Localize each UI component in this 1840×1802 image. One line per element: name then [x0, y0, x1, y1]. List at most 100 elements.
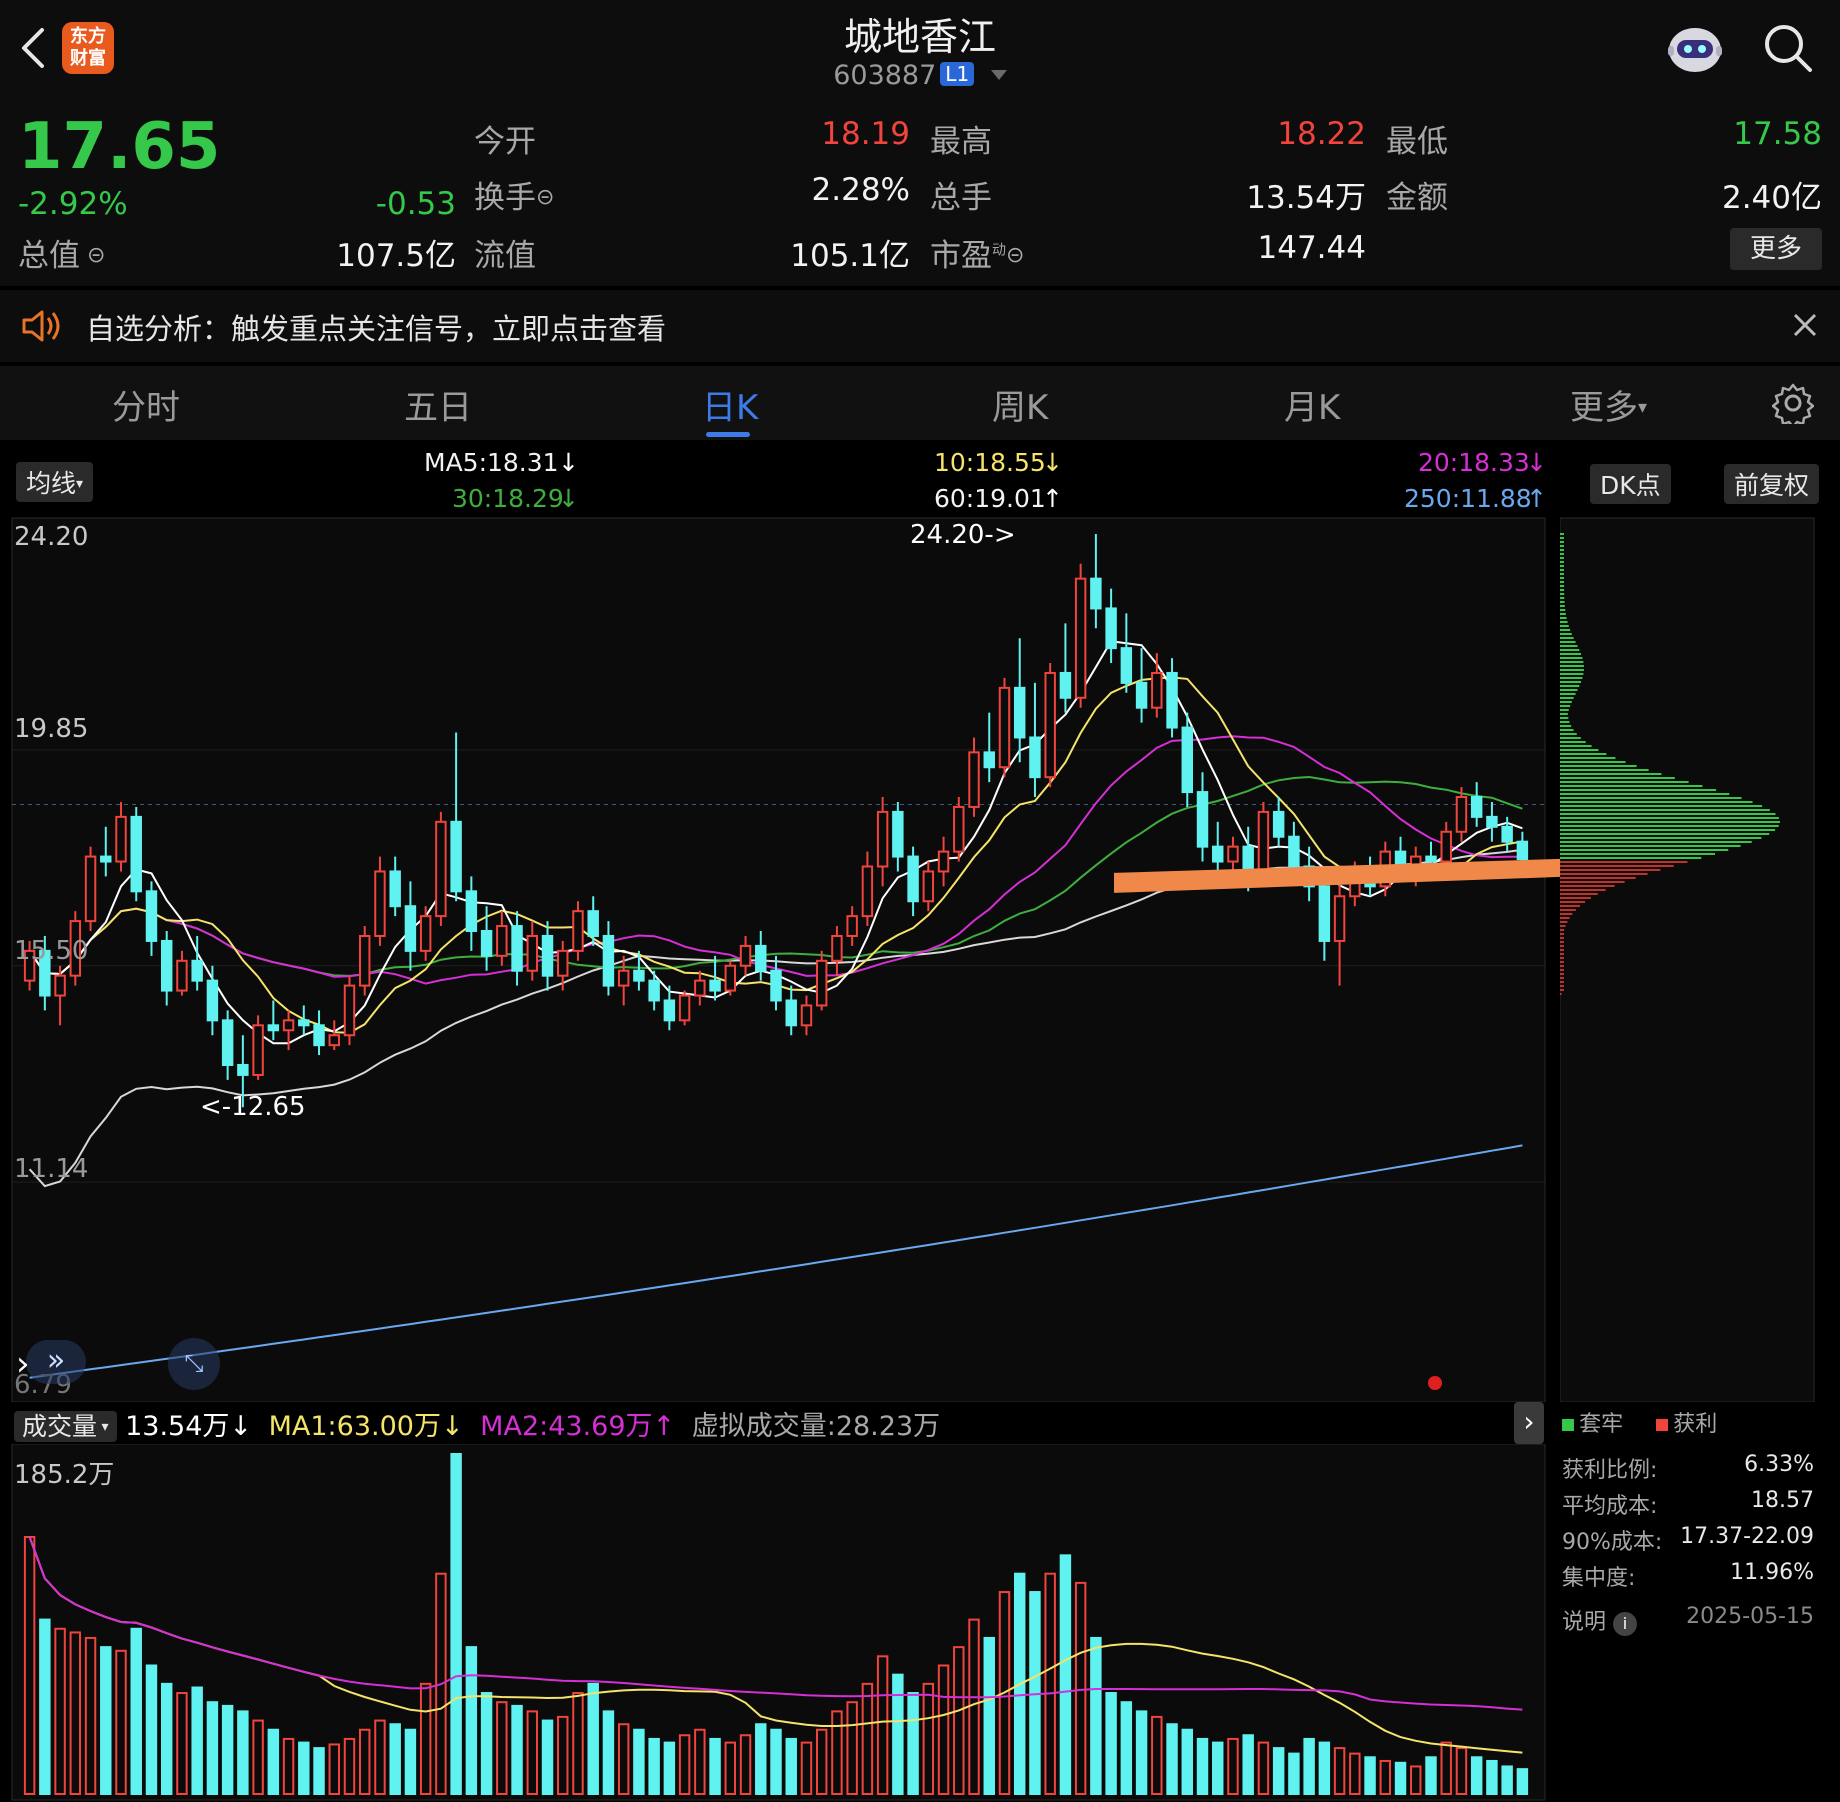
- volume-next-button[interactable]: ›: [1514, 1402, 1544, 1444]
- volume-bar: [511, 1704, 523, 1796]
- tab-monthly-k[interactable]: 月K: [1284, 388, 1341, 428]
- candle-body: [115, 815, 127, 863]
- volume-bar: [709, 1737, 721, 1795]
- ma60-legend: 60:19.01: [934, 484, 1046, 513]
- chip-note[interactable]: 说明 i: [1562, 1604, 1638, 1636]
- virtual-volume: 虚拟成交量:28.23万: [691, 1411, 941, 1442]
- volume-indicator-selector[interactable]: 成交量 ▾: [14, 1411, 117, 1442]
- back-icon[interactable]: [14, 24, 54, 72]
- price-axis-label-2: 15.50: [14, 936, 89, 966]
- volume-bar: [69, 1631, 82, 1795]
- indicator-selector[interactable]: 均线▾: [16, 462, 94, 502]
- volume-chart: [11, 1444, 1546, 1801]
- dk-point-button[interactable]: DK点: [1590, 464, 1671, 504]
- candle-body: [191, 959, 203, 982]
- low-label: 最低: [1386, 124, 1448, 160]
- candle-body: [755, 944, 767, 972]
- volume-bar: [831, 1710, 843, 1795]
- volume-bar: [587, 1682, 599, 1796]
- volume-bar: [100, 1646, 112, 1795]
- tab-five-day[interactable]: 五日: [404, 388, 472, 428]
- candle-body: [1272, 810, 1285, 838]
- candle-body: [359, 934, 371, 987]
- candle-body: [1486, 815, 1498, 828]
- volume-bar: [130, 1627, 142, 1795]
- pe-label[interactable]: 市盈动⊝: [930, 238, 1025, 274]
- candle-body: [465, 890, 478, 933]
- candle-body: [739, 944, 752, 967]
- candle-body: [160, 939, 173, 992]
- more-button[interactable]: 更多: [1730, 228, 1822, 270]
- candle-body: [953, 805, 965, 853]
- chip-frame: [1560, 517, 1815, 1402]
- expand-left-icon[interactable]: »: [26, 1340, 86, 1384]
- stock-code-row[interactable]: 603887 L1: [0, 56, 1840, 91]
- tab-more[interactable]: 更多▾: [1570, 388, 1648, 428]
- volume-value: 13.54万: [1246, 180, 1366, 216]
- trapped-legend-swatch: [1562, 1419, 1574, 1431]
- volume-bar: [1501, 1765, 1513, 1795]
- volume-bar: [282, 1737, 295, 1795]
- volume-bar: [1272, 1747, 1285, 1795]
- price-axis-label-0: 24.20: [14, 522, 89, 552]
- volume-bar: [115, 1649, 127, 1795]
- info-icon: ⊝: [536, 185, 555, 210]
- volume-bar: [1074, 1581, 1087, 1795]
- volume-bar: [267, 1728, 280, 1796]
- candle-body: [480, 930, 493, 957]
- volume-bar: [496, 1701, 508, 1795]
- volume-bar: [846, 1701, 858, 1795]
- search-icon[interactable]: [1762, 22, 1814, 74]
- volume-bar: [1333, 1747, 1346, 1795]
- vol-ma2: MA2:43.69万: [480, 1411, 653, 1442]
- turnover-label[interactable]: 换手⊝: [474, 180, 555, 216]
- ma5-legend: MA5:18.31: [424, 448, 559, 477]
- last-price: 17.65: [18, 110, 221, 184]
- candle-body: [983, 751, 995, 769]
- mktcap-label[interactable]: 总值 ⊝: [18, 238, 106, 274]
- volume-bar: [892, 1673, 904, 1795]
- candle-body: [557, 949, 569, 977]
- candle-body: [770, 969, 782, 1002]
- collapse-arrow-icon[interactable]: ›: [16, 1344, 30, 1384]
- volume-bar: [1440, 1741, 1452, 1795]
- volume-bar: [678, 1734, 691, 1795]
- candle-body: [298, 1019, 310, 1027]
- close-icon[interactable]: [1792, 312, 1818, 342]
- candle-body: [23, 949, 36, 982]
- gear-icon[interactable]: [1771, 382, 1815, 429]
- volume-bar: [800, 1741, 813, 1795]
- turnover-value: 2.28%: [811, 172, 910, 208]
- active-tab-indicator: [706, 432, 750, 437]
- tab-daily-k[interactable]: 日K: [702, 388, 759, 428]
- chip-row-label: 90%成本:: [1562, 1530, 1663, 1555]
- ma10-legend: 10:18.55: [934, 448, 1046, 477]
- candle-body: [100, 855, 112, 863]
- low-annotation: <-12.65: [200, 1092, 306, 1122]
- fullscreen-icon[interactable]: ⤡: [168, 1338, 220, 1390]
- volume-bar: [1303, 1737, 1315, 1795]
- float-value: 105.1亿: [790, 238, 910, 274]
- volume-bar: [1349, 1752, 1361, 1796]
- candle-body: [282, 1019, 295, 1032]
- volume-bar: [755, 1723, 767, 1795]
- notice-bar[interactable]: 自选分析：触发重点关注信号，立即点击查看: [0, 290, 1840, 362]
- kline-chart[interactable]: [0, 516, 1560, 1402]
- candle-body: [84, 855, 97, 923]
- pe-value: 147.44: [1257, 230, 1366, 266]
- ma250-legend: 250:11.88: [1404, 484, 1532, 513]
- adjust-button[interactable]: 前复权: [1724, 464, 1820, 504]
- tab-intraday[interactable]: 分时: [112, 388, 180, 428]
- candle-body: [1455, 796, 1468, 833]
- tab-weekly-k[interactable]: 周K: [992, 388, 1049, 428]
- candle-body: [892, 810, 904, 858]
- volume-bar: [1379, 1759, 1392, 1796]
- volume-bar: [1394, 1761, 1407, 1795]
- robot-assistant-icon[interactable]: [1664, 20, 1726, 80]
- volume-bar: [1227, 1737, 1239, 1795]
- candle-body: [1227, 845, 1239, 863]
- volume-bar: [1212, 1741, 1224, 1795]
- volume-bar: [1455, 1747, 1468, 1795]
- chip-row-label: 获利比例:: [1562, 1458, 1658, 1483]
- volume-bar: [1410, 1765, 1422, 1795]
